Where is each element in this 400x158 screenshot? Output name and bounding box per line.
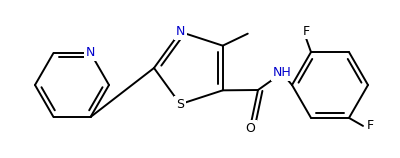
Text: S: S bbox=[176, 98, 184, 111]
Text: O: O bbox=[245, 122, 255, 134]
Text: H: H bbox=[278, 67, 286, 79]
Text: N: N bbox=[176, 25, 185, 38]
Text: N: N bbox=[86, 46, 95, 59]
Text: NH: NH bbox=[273, 67, 291, 79]
Text: F: F bbox=[366, 119, 374, 132]
Text: F: F bbox=[302, 25, 310, 38]
